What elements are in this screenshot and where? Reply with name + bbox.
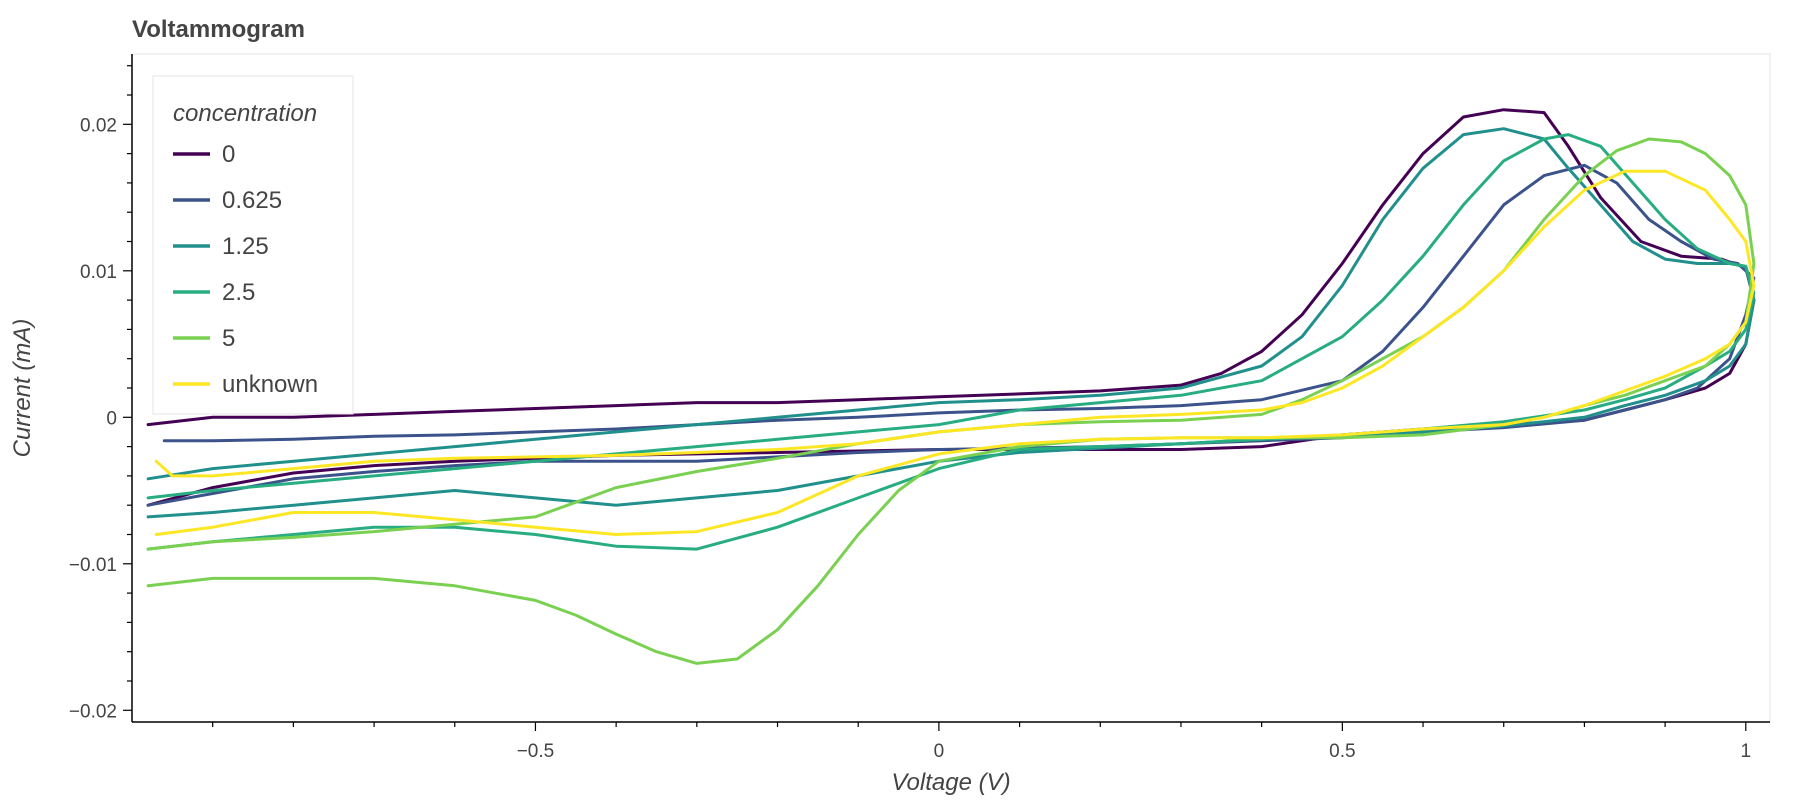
y-tick-label: −0.01: [69, 555, 117, 576]
y-axis-title: Current (mA): [9, 319, 36, 458]
x-tick-label: −0.5: [517, 741, 555, 762]
y-tick-label: 0.02: [80, 115, 117, 136]
y-tick-label: 0: [106, 408, 117, 429]
x-tick-label: 0: [934, 741, 945, 762]
legend-label: 1.25: [222, 233, 269, 260]
legend-title: concentration: [173, 100, 317, 127]
x-tick-label: 1: [1741, 741, 1752, 762]
legend-label: 5: [222, 325, 235, 352]
legend-label: unknown: [222, 371, 318, 398]
y-ticks: −0.02 −0.01 0 0.01 0.02: [69, 65, 132, 722]
plot-frame: [131, 53, 1771, 723]
series-line-5: [154, 169, 1756, 536]
x-ticks: −0.5 0 0.5 1: [212, 722, 1752, 762]
legend-label: 0: [222, 141, 235, 168]
x-tick-label: 0.5: [1329, 741, 1355, 762]
y-tick-label: 0.01: [80, 262, 117, 283]
legend-label: 0.625: [222, 187, 282, 214]
legend-items: 0 0.625 1.25 2.5 5 unknown: [173, 141, 318, 398]
series-line-0: [146, 108, 1756, 507]
series-layer: [146, 108, 1756, 665]
axes-layer: [131, 54, 1770, 723]
y-tick-label: −0.02: [69, 701, 117, 722]
series-line-2: [146, 127, 1756, 519]
legend-label: 2.5: [222, 279, 255, 306]
legend: concentration 0 0.625 1.25 2.5 5 unknown: [152, 75, 354, 415]
chart-title: Voltammogram: [132, 16, 305, 43]
series-line-3: [146, 133, 1756, 551]
series-line-1: [146, 163, 1756, 507]
x-axis-title: Voltage (V): [891, 769, 1010, 796]
